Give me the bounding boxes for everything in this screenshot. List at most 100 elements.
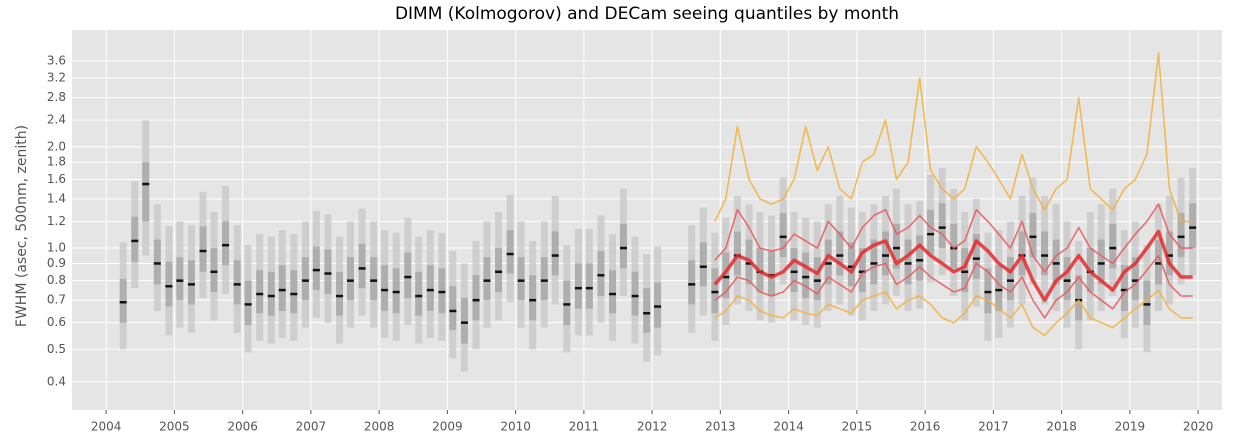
dimm-inner-band bbox=[1052, 239, 1060, 285]
dimm-inner-band bbox=[972, 234, 980, 279]
dimm-inner-band bbox=[540, 257, 548, 301]
decam-p75-line bbox=[714, 203, 1193, 273]
dimm-inner-band bbox=[836, 231, 844, 276]
dimm-inner-band bbox=[358, 243, 366, 289]
dimm-inner-band bbox=[1120, 265, 1128, 311]
y-tick-label: 0.8 bbox=[47, 273, 66, 287]
dimm-inner-band bbox=[938, 203, 946, 249]
decam-p90-line bbox=[714, 52, 1193, 223]
y-axis-label: FWHM (asec, 500nm, zenith) bbox=[14, 125, 30, 327]
dimm-inner-band bbox=[290, 270, 298, 314]
y-tick-label: 3.2 bbox=[47, 71, 66, 85]
dimm-inner-band bbox=[165, 261, 173, 307]
x-tick-label: 2015 bbox=[842, 420, 873, 434]
dimm-inner-band bbox=[404, 252, 412, 299]
dimm-inner-band bbox=[892, 223, 900, 269]
dimm-inner-band bbox=[222, 221, 230, 266]
dimm-inner-band bbox=[1109, 223, 1117, 269]
dimm-inner-band bbox=[119, 278, 127, 323]
dimm-inner-band bbox=[609, 270, 617, 314]
dimm-inner-band bbox=[631, 271, 639, 316]
x-tick-label: 2018 bbox=[1046, 420, 1077, 434]
y-tick-label: 0.6 bbox=[47, 315, 66, 329]
dimm-inner-band bbox=[131, 216, 139, 262]
y-tick-label: 1.6 bbox=[47, 172, 66, 186]
dimm-inner-band bbox=[768, 251, 776, 297]
dimm-inner-band bbox=[733, 231, 741, 276]
dimm-inner-band bbox=[346, 257, 354, 301]
y-tick-label: 1.0 bbox=[47, 241, 66, 255]
dimm-inner-band bbox=[1006, 257, 1014, 301]
dimm-inner-band bbox=[199, 226, 207, 272]
dimm-inner-band bbox=[370, 257, 378, 301]
dimm-inner-band bbox=[176, 257, 184, 301]
dimm-inner-band bbox=[506, 230, 514, 274]
dimm-inner-band bbox=[551, 231, 559, 276]
x-tick-label: 2013 bbox=[705, 420, 736, 434]
y-tick-label: 2.0 bbox=[47, 139, 66, 153]
x-tick-label: 2008 bbox=[364, 420, 395, 434]
dimm-inner-band bbox=[244, 280, 252, 326]
dimm-inner-band bbox=[790, 248, 798, 293]
x-tick-label: 2012 bbox=[637, 420, 668, 434]
dimm-inner-band bbox=[415, 271, 423, 316]
dimm-inner-band bbox=[460, 298, 468, 344]
dimm-inner-band bbox=[563, 280, 571, 326]
dimm-inner-band bbox=[927, 209, 935, 255]
dimm-inner-band bbox=[870, 239, 878, 285]
x-tick-label: 2014 bbox=[773, 420, 804, 434]
dimm-inner-band bbox=[995, 265, 1003, 311]
dimm-inner-band bbox=[585, 263, 593, 309]
dimm-inner-band bbox=[1177, 213, 1185, 258]
dimm-inner-band bbox=[483, 257, 491, 301]
dimm-inner-band bbox=[813, 257, 821, 301]
dimm-inner-band bbox=[916, 235, 924, 281]
y-tick-label: 0.9 bbox=[47, 256, 66, 270]
dimm-inner-band bbox=[1131, 257, 1139, 301]
decam-p50-line bbox=[713, 229, 1193, 302]
x-tick-label: 2011 bbox=[569, 420, 600, 434]
dimm-inner-band bbox=[529, 275, 537, 321]
x-tick-label: 2007 bbox=[296, 420, 327, 434]
decam-p10-line bbox=[714, 289, 1193, 337]
dimm-inner-band bbox=[278, 265, 286, 311]
dimm-inner-band bbox=[142, 162, 150, 222]
chart-title: DIMM (Kolmogorov) and DECam seeing quant… bbox=[395, 4, 899, 24]
dimm-inner-band bbox=[574, 263, 582, 309]
dimm-inner-band bbox=[961, 248, 969, 293]
dimm-inner-band bbox=[688, 260, 696, 305]
dimm-inner-band bbox=[1018, 231, 1026, 276]
y-tick-label: 0.4 bbox=[47, 374, 66, 388]
x-tick-label: 2004 bbox=[91, 420, 122, 434]
dimm-inner-band bbox=[1189, 203, 1197, 249]
dimm-inner-band bbox=[336, 271, 344, 316]
x-tick-label: 2016 bbox=[910, 420, 941, 434]
dimm-inner-band bbox=[267, 271, 275, 316]
dimm-inner-band bbox=[256, 270, 264, 314]
dimm-inner-band bbox=[882, 231, 890, 276]
dimm-inner-band bbox=[619, 223, 627, 269]
dimm-inner-band bbox=[1165, 231, 1173, 276]
dimm-inner-band bbox=[722, 252, 730, 299]
dimm-inner-band bbox=[472, 275, 480, 321]
dimm-inner-band bbox=[904, 239, 912, 285]
dimm-inner-band bbox=[312, 246, 320, 291]
dimm-inner-band bbox=[950, 223, 958, 269]
dimm-inner-band bbox=[233, 260, 241, 305]
dimm-inner-band bbox=[1155, 239, 1163, 285]
dimm-inner-band bbox=[699, 242, 707, 287]
x-tick-label: 2006 bbox=[227, 420, 258, 434]
dimm-inner-band bbox=[1097, 239, 1105, 285]
dimm-inner-band bbox=[847, 242, 855, 287]
y-tick-label: 1.2 bbox=[47, 214, 66, 228]
dimm-inner-band bbox=[153, 239, 161, 285]
dimm-inner-band bbox=[1029, 213, 1037, 258]
x-tick-label: 2019 bbox=[1115, 420, 1146, 434]
dimm-inner-band bbox=[324, 249, 332, 295]
dimm-inner-band bbox=[517, 257, 525, 301]
dimm-inner-band bbox=[654, 282, 662, 328]
y-tick-label: 3.6 bbox=[47, 53, 66, 67]
dimm-inner-band bbox=[858, 248, 866, 293]
dimm-inner-band bbox=[824, 239, 832, 285]
